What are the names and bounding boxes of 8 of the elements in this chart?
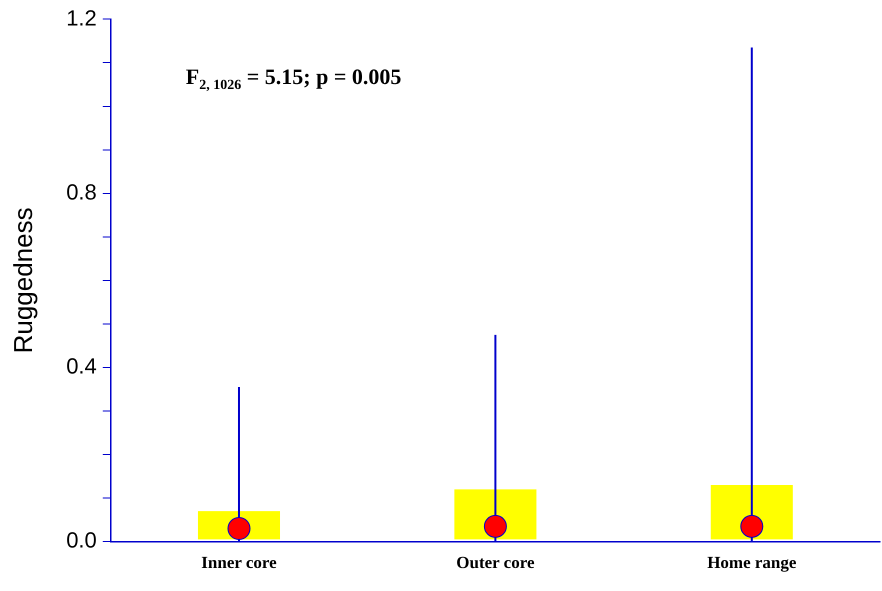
x-tick-label: Home range bbox=[707, 553, 797, 572]
x-tick-label: Inner core bbox=[201, 553, 278, 572]
x-tick-label: Outer core bbox=[456, 553, 535, 572]
y-axis-title: Ruggedness bbox=[8, 207, 38, 354]
y-tick-label: 0.8 bbox=[66, 179, 97, 204]
y-tick-label: 0.4 bbox=[66, 354, 97, 379]
y-tick-label: 0.0 bbox=[66, 528, 97, 553]
y-tick-label: 1.2 bbox=[66, 5, 97, 30]
